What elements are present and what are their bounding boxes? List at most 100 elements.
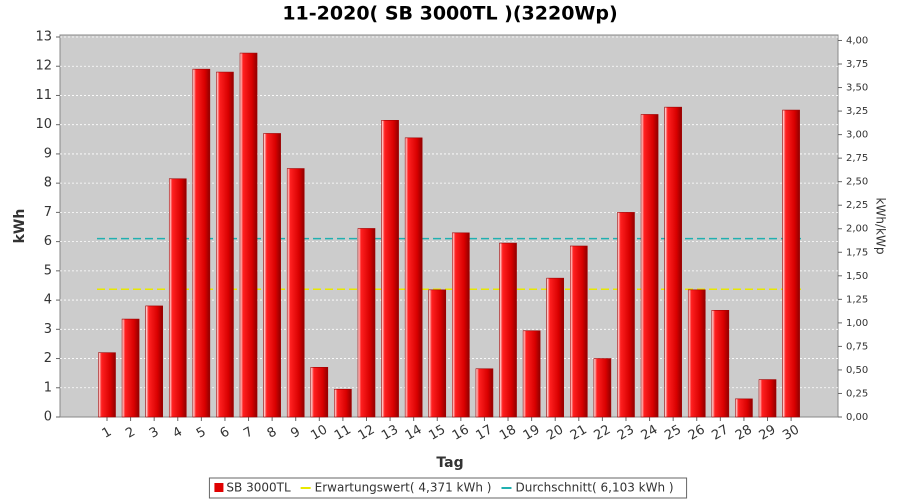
bar: [452, 232, 470, 418]
x-tick-label: 12: [356, 422, 378, 443]
legend-label: Erwartungswert( 4,371 kWh ): [315, 481, 492, 495]
y2-tick-label: 3,00: [846, 130, 868, 141]
bar: [357, 228, 376, 418]
x-tick-label: 10: [308, 422, 330, 443]
bar: [640, 114, 659, 418]
y-tick-label: 5: [44, 263, 52, 278]
bar: [145, 305, 163, 418]
x-tick-label: 20: [544, 422, 566, 443]
y2-tick-label: 0,25: [846, 388, 868, 399]
x-tick-label: 6: [218, 424, 233, 441]
bar: [98, 352, 116, 418]
y2-tick-label: 1,75: [846, 247, 868, 258]
bar: [263, 133, 281, 418]
x-tick-label: 29: [757, 422, 779, 443]
y-tick-label: 10: [35, 117, 52, 132]
y-tick-label: 0: [44, 410, 52, 425]
y-axis-title: kWh: [12, 209, 28, 244]
x-tick-label: 2: [123, 424, 138, 441]
y-tick-label: 13: [35, 30, 52, 45]
bar: [286, 168, 305, 418]
bar: [404, 137, 423, 418]
x-tick-label: 23: [615, 422, 637, 443]
bar: [428, 289, 447, 418]
legend-label: Durchschnitt( 6,103 kWh ): [515, 481, 673, 495]
x-tick-label: 9: [288, 424, 303, 441]
x-tick-label: 4: [170, 424, 185, 441]
x-tick-label: 30: [780, 422, 802, 443]
y2-tick-label: 0,00: [846, 412, 868, 423]
legend-box: [208, 477, 688, 499]
y2-tick-label: 2,50: [846, 177, 868, 188]
bar: [569, 245, 588, 418]
bar: [711, 310, 730, 418]
chart-title: 11-2020( SB 3000TL )(3220Wp): [282, 3, 617, 25]
y2-tick-label: 1,50: [846, 271, 868, 282]
y-tick-label: 11: [35, 88, 52, 103]
x-tick-label: 17: [474, 422, 496, 443]
y-tick-label: 9: [44, 146, 52, 161]
bar: [735, 398, 753, 418]
bar: [192, 68, 211, 418]
x-tick-label: 5: [194, 424, 209, 441]
legend-marker: [214, 483, 224, 492]
bar: [687, 289, 706, 418]
y2-tick-label: 2,25: [846, 200, 868, 211]
y-tick-label: 1: [44, 380, 52, 395]
x-tick-label: 26: [686, 422, 708, 443]
bar: [664, 106, 682, 418]
bar: [499, 242, 517, 418]
x-tick-label: 3: [147, 424, 162, 441]
y-tick-label: 7: [44, 205, 52, 220]
x-tick-label: 1: [100, 424, 115, 441]
y2-tick-label: 2,00: [846, 224, 868, 235]
x-tick-label: 28: [733, 422, 755, 443]
x-tick-label: 21: [568, 422, 590, 443]
x-tick-label: 25: [662, 422, 684, 443]
x-tick-label: 19: [521, 422, 543, 443]
y2-tick-label: 1,00: [846, 318, 868, 329]
y2-tick-label: 3,75: [846, 59, 868, 70]
x-tick-label: 24: [639, 422, 661, 443]
y-tick-label: 2: [44, 351, 52, 366]
x-tick-label: 14: [403, 422, 425, 443]
x-axis-title: Tag: [436, 455, 463, 471]
bar: [617, 212, 635, 418]
bar: [121, 318, 140, 418]
x-tick-label: 27: [709, 422, 731, 443]
bar: [239, 52, 258, 418]
y-tick-label: 3: [44, 322, 52, 337]
x-tick-label: 16: [450, 422, 472, 443]
y-tick-label: 6: [44, 234, 52, 249]
bar: [334, 388, 352, 418]
y2-tick-label: 0,75: [846, 341, 868, 352]
y-tick-label: 12: [35, 59, 52, 74]
bar: [310, 367, 329, 418]
bar: [782, 109, 800, 418]
bar: [546, 277, 565, 418]
y2-tick-label: 4,00: [846, 35, 868, 46]
plot-area: [59, 34, 839, 418]
x-tick-label: 7: [241, 424, 256, 441]
bar: [381, 120, 399, 418]
x-tick-label: 15: [426, 422, 448, 443]
y2-tick-label: 0,50: [846, 365, 868, 376]
y2-tick-label: 1,25: [846, 294, 868, 305]
bar: [475, 368, 494, 418]
legend: SB 3000TL Erwartungswert( 4,371 kWh ) Durc…: [208, 477, 688, 499]
x-tick-label: 22: [591, 422, 613, 443]
y2-tick-label: 3,25: [846, 106, 868, 117]
bar: [522, 330, 541, 418]
y-tick-label: 8: [44, 176, 52, 191]
bar: [758, 379, 777, 418]
y-tick-label: 4: [44, 293, 52, 308]
x-tick-label: 8: [265, 424, 280, 441]
x-tick-label: 13: [379, 422, 401, 443]
y2-tick-label: 3,50: [846, 83, 868, 94]
y2-tick-label: 2,75: [846, 153, 868, 164]
legend-label: SB 3000TL: [226, 481, 291, 495]
bar: [593, 358, 612, 418]
bar: [216, 71, 234, 418]
